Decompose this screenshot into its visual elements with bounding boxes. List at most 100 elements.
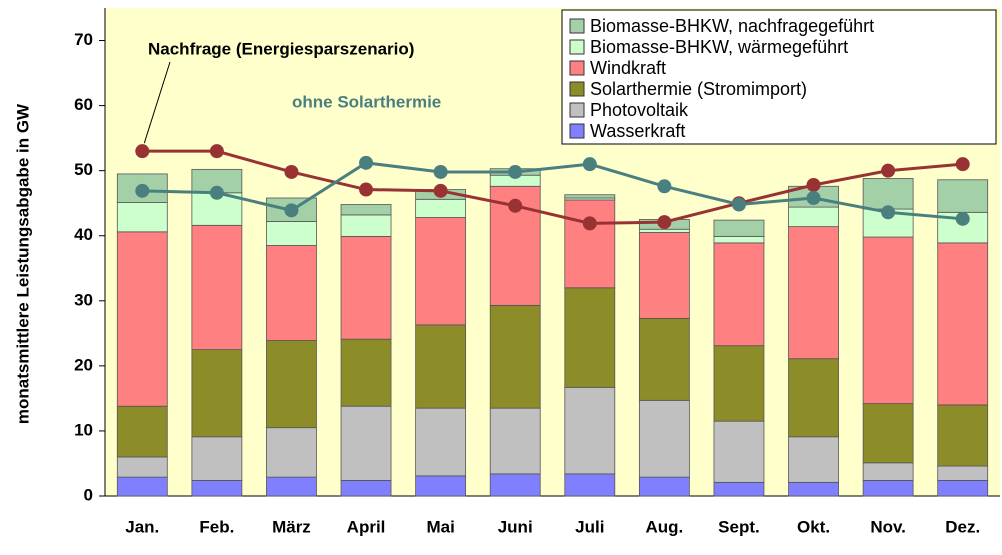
- y-tick-label: 10: [74, 420, 93, 439]
- legend-label: Photovoltaik: [590, 100, 689, 120]
- bar-segment: [788, 206, 839, 228]
- legend-label: Solarthermie (Stromimport): [590, 79, 807, 99]
- line-marker: [359, 182, 374, 197]
- bar-segment: [266, 221, 317, 246]
- legend-swatch: [569, 123, 585, 139]
- bar-segment: [564, 287, 616, 388]
- bar-segment: [415, 217, 467, 326]
- y-tick-label: 50: [74, 160, 93, 179]
- line-label: Nachfrage (Energiesparszenario): [148, 39, 414, 58]
- legend-swatch: [569, 60, 585, 76]
- bar-segment: [862, 236, 914, 405]
- bar-segment: [713, 481, 765, 497]
- line-marker: [209, 185, 224, 200]
- bar-segment: [788, 226, 839, 360]
- bar-segment: [116, 476, 168, 497]
- bar-segment: [116, 405, 168, 458]
- bar-segment: [191, 224, 243, 350]
- x-tick-label: Mai: [426, 517, 454, 536]
- x-tick-label: Feb.: [199, 517, 234, 536]
- x-tick-label: Dez.: [945, 517, 980, 536]
- bar-segment: [713, 219, 765, 237]
- bar-segment: [340, 338, 392, 407]
- line-marker: [135, 144, 150, 159]
- x-tick-label: Okt.: [797, 517, 830, 536]
- bar-segment: [713, 420, 765, 483]
- bar-segment: [788, 481, 839, 497]
- legend-label: Biomasse-BHKW, nachfragegeführt: [590, 16, 874, 36]
- bar-segment: [862, 479, 914, 497]
- legend-swatch: [569, 102, 585, 118]
- legend-swatch: [569, 18, 585, 34]
- bar-segment: [489, 473, 541, 497]
- line-marker: [657, 215, 672, 230]
- line-marker: [731, 197, 746, 212]
- line-marker: [359, 155, 374, 170]
- bar-segment: [415, 324, 467, 409]
- bar-segment: [638, 232, 690, 319]
- y-tick-label: 0: [84, 485, 93, 504]
- legend-label: Biomasse-BHKW, wärmegeführt: [590, 37, 848, 57]
- bar-segment: [340, 214, 392, 237]
- bar-segment: [638, 399, 690, 478]
- bar-segment: [937, 179, 989, 213]
- line-label: ohne Solarthermie: [292, 92, 441, 111]
- bar-segment: [937, 479, 989, 497]
- bar-segment: [489, 304, 541, 409]
- bar-segment: [266, 476, 317, 497]
- line-marker: [508, 164, 523, 179]
- line-marker: [582, 157, 597, 172]
- legend-swatch: [569, 39, 585, 55]
- bar-segment: [116, 456, 168, 478]
- bar-segment: [340, 479, 392, 497]
- x-tick-label: Aug.: [645, 517, 683, 536]
- bar-segment: [415, 475, 467, 497]
- x-tick-label: Nov.: [870, 517, 906, 536]
- bar-segment: [116, 231, 168, 407]
- y-tick-label: 60: [74, 95, 93, 114]
- x-tick-label: Juni: [498, 517, 533, 536]
- bar-segment: [564, 473, 616, 497]
- bar-segment: [564, 386, 616, 475]
- x-tick-label: April: [347, 517, 386, 536]
- bar-segment: [937, 404, 989, 467]
- bar-segment: [713, 345, 765, 422]
- x-tick-label: Jan.: [125, 517, 159, 536]
- leader-line: [143, 61, 171, 144]
- bar-segment: [788, 436, 839, 483]
- line-marker: [433, 164, 448, 179]
- bar-segment: [266, 340, 317, 429]
- line-marker: [881, 163, 896, 178]
- bar-segment: [638, 476, 690, 497]
- bar-segment: [937, 465, 989, 481]
- bar-segment: [638, 317, 690, 401]
- y-axis-title: monatsmittlere Leistungsabgabe in GW: [13, 103, 32, 424]
- legend-box: [561, 9, 997, 145]
- x-tick-label: Juli: [575, 517, 604, 536]
- line-marker: [806, 190, 821, 205]
- bar-segment: [564, 199, 616, 289]
- legend-label: Wasserkraft: [590, 121, 685, 141]
- y-tick-label: 70: [74, 30, 93, 49]
- bar-segment: [862, 178, 914, 210]
- bar-segment: [564, 194, 616, 199]
- line-marker: [433, 183, 448, 198]
- bar-segment: [340, 204, 392, 216]
- bar-segment: [638, 228, 690, 233]
- line-marker: [955, 211, 970, 226]
- bar-segment: [937, 242, 989, 406]
- bar-segment: [713, 235, 765, 244]
- line-marker: [209, 144, 224, 159]
- x-tick-label: März: [272, 517, 311, 536]
- bar-segment: [191, 349, 243, 438]
- line-marker: [582, 216, 597, 231]
- bar-segment: [788, 358, 839, 438]
- bar-segment: [415, 407, 467, 477]
- line: [142, 149, 963, 225]
- bar-segment: [415, 198, 467, 218]
- bar-segment: [340, 405, 392, 481]
- line-marker: [135, 183, 150, 198]
- y-tick-label: 20: [74, 355, 93, 374]
- line-marker: [955, 157, 970, 172]
